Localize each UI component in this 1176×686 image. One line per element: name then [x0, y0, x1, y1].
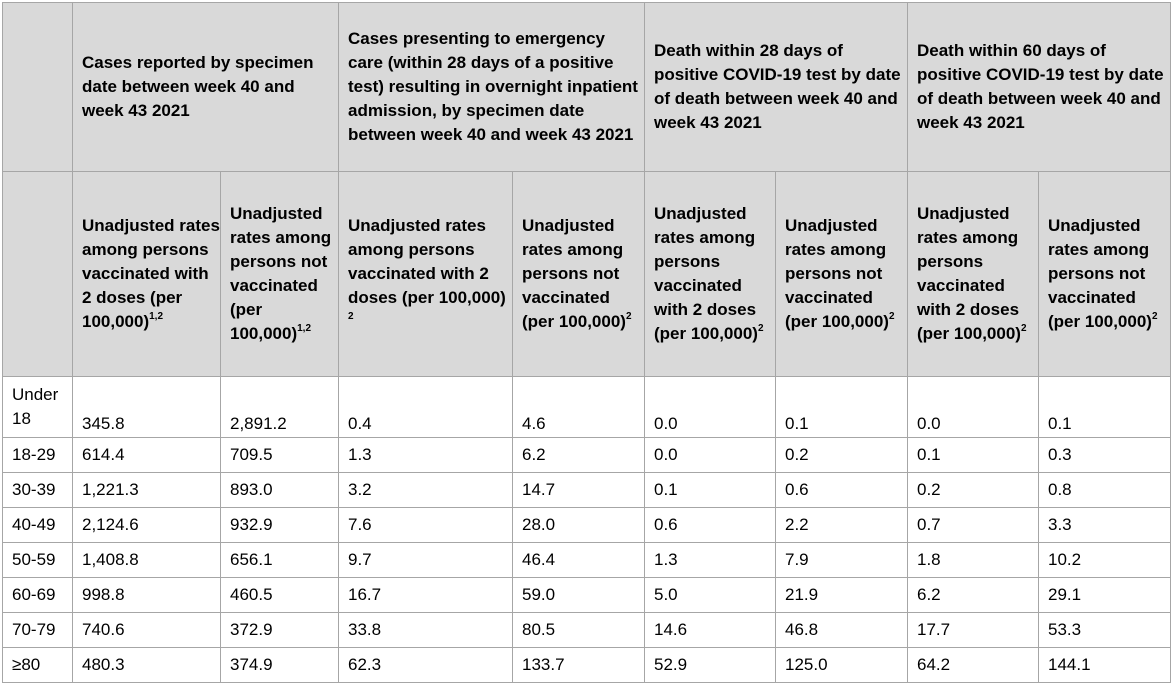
- sub-header: Unadjusted rates among persons vaccinate…: [338, 171, 513, 377]
- rate-cell: 29.1: [1038, 577, 1171, 613]
- rate-cell: 53.3: [1038, 612, 1171, 648]
- table-row: 40-49 2,124.6 932.9 7.6 28.0 0.6 2.2 0.7…: [2, 507, 1171, 543]
- rate-cell: 0.6: [775, 472, 908, 508]
- rate-cell: 480.3: [72, 647, 221, 683]
- rate-cell: 998.8: [72, 577, 221, 613]
- rate-cell: 7.6: [338, 507, 513, 543]
- rate-cell: 0.2: [775, 437, 908, 473]
- rate-cell: 46.8: [775, 612, 908, 648]
- rate-cell: 28.0: [512, 507, 645, 543]
- rate-cell: 64.2: [907, 647, 1039, 683]
- rate-cell: 0.7: [907, 507, 1039, 543]
- rate-cell: 709.5: [220, 437, 339, 473]
- age-group-cell: ≥80: [2, 647, 73, 683]
- age-group-cell: 30-39: [2, 472, 73, 508]
- table-row: 18-29 614.4 709.5 1.3 6.2 0.0 0.2 0.1 0.…: [2, 437, 1171, 473]
- corner-cell-sub: [2, 171, 73, 377]
- rate-cell: 14.7: [512, 472, 645, 508]
- rate-cell: 374.9: [220, 647, 339, 683]
- rate-cell: 33.8: [338, 612, 513, 648]
- sub-header: Unadjusted rates among persons vaccinate…: [72, 171, 221, 377]
- rate-cell: 125.0: [775, 647, 908, 683]
- rate-cell: 1.3: [644, 542, 776, 578]
- rate-cell: 0.8: [1038, 472, 1171, 508]
- rate-cell: 656.1: [220, 542, 339, 578]
- rate-cell: 372.9: [220, 612, 339, 648]
- rate-cell: 1.8: [907, 542, 1039, 578]
- group-header-row: Cases reported by specimen date between …: [2, 2, 1171, 172]
- rate-cell: 144.1: [1038, 647, 1171, 683]
- rate-cell: 5.0: [644, 577, 776, 613]
- rate-cell: 14.6: [644, 612, 776, 648]
- rate-cell: 740.6: [72, 612, 221, 648]
- age-group-cell: 50-59: [2, 542, 73, 578]
- rate-cell: 17.7: [907, 612, 1039, 648]
- age-group-cell: 18-29: [2, 437, 73, 473]
- age-group-cell: 70-79: [2, 612, 73, 648]
- sub-header-row: Unadjusted rates among persons vaccinate…: [2, 171, 1171, 377]
- rate-cell: 6.2: [907, 577, 1039, 613]
- rate-cell: 80.5: [512, 612, 645, 648]
- rate-cell: 3.2: [338, 472, 513, 508]
- corner-cell: [2, 2, 73, 172]
- rate-cell: 21.9: [775, 577, 908, 613]
- age-group-cell: 60-69: [2, 577, 73, 613]
- sub-header: Unadjusted rates among persons not vacci…: [775, 171, 908, 377]
- rate-cell: 10.2: [1038, 542, 1171, 578]
- table-row: Under 18 345.8 2,891.2 0.4 4.6 0.0 0.1 0…: [2, 376, 1171, 438]
- rate-cell: 4.6: [512, 376, 645, 438]
- rate-cell: 0.1: [1038, 376, 1171, 438]
- sub-header: Unadjusted rates among persons not vacci…: [220, 171, 339, 377]
- rate-cell: 0.2: [907, 472, 1039, 508]
- rate-cell: 0.0: [644, 437, 776, 473]
- age-group-cell: 40-49: [2, 507, 73, 543]
- rate-cell: 2.2: [775, 507, 908, 543]
- rate-cell: 1,408.8: [72, 542, 221, 578]
- table-row: 70-79 740.6 372.9 33.8 80.5 14.6 46.8 17…: [2, 612, 1171, 648]
- rate-cell: 133.7: [512, 647, 645, 683]
- rate-cell: 0.1: [775, 376, 908, 438]
- rate-cell: 0.3: [1038, 437, 1171, 473]
- rate-cell: 0.6: [644, 507, 776, 543]
- sub-header: Unadjusted rates among persons vaccinate…: [907, 171, 1039, 377]
- rate-cell: 2,891.2: [220, 376, 339, 438]
- rate-cell: 0.0: [644, 376, 776, 438]
- group-header-admissions: Cases presenting to emergency care (with…: [338, 2, 645, 172]
- sub-header: Unadjusted rates among persons not vacci…: [512, 171, 645, 377]
- rate-cell: 16.7: [338, 577, 513, 613]
- sub-header: Unadjusted rates among persons not vacci…: [1038, 171, 1171, 377]
- rate-cell: 3.3: [1038, 507, 1171, 543]
- rate-cell: 2,124.6: [72, 507, 221, 543]
- group-header-death-60: Death within 60 days of positive COVID-1…: [907, 2, 1171, 172]
- rate-cell: 9.7: [338, 542, 513, 578]
- rate-cell: 614.4: [72, 437, 221, 473]
- rate-cell: 0.0: [907, 376, 1039, 438]
- rate-cell: 0.4: [338, 376, 513, 438]
- group-header-death-28: Death within 28 days of positive COVID-1…: [644, 2, 908, 172]
- rate-cell: 1,221.3: [72, 472, 221, 508]
- rate-cell: 0.1: [644, 472, 776, 508]
- rate-cell: 0.1: [907, 437, 1039, 473]
- rate-cell: 46.4: [512, 542, 645, 578]
- rate-cell: 345.8: [72, 376, 221, 438]
- rate-cell: 7.9: [775, 542, 908, 578]
- rate-cell: 932.9: [220, 507, 339, 543]
- rate-cell: 62.3: [338, 647, 513, 683]
- rate-cell: 52.9: [644, 647, 776, 683]
- group-header-cases: Cases reported by specimen date between …: [72, 2, 339, 172]
- table-row: 50-59 1,408.8 656.1 9.7 46.4 1.3 7.9 1.8…: [2, 542, 1171, 578]
- rate-cell: 6.2: [512, 437, 645, 473]
- rate-cell: 893.0: [220, 472, 339, 508]
- table-row: 30-39 1,221.3 893.0 3.2 14.7 0.1 0.6 0.2…: [2, 472, 1171, 508]
- rate-cell: 460.5: [220, 577, 339, 613]
- rate-cell: 1.3: [338, 437, 513, 473]
- rate-cell: 59.0: [512, 577, 645, 613]
- sub-header: Unadjusted rates among persons vaccinate…: [644, 171, 776, 377]
- age-group-cell: Under 18: [2, 376, 73, 438]
- table-row: 60-69 998.8 460.5 16.7 59.0 5.0 21.9 6.2…: [2, 577, 1171, 613]
- table-row: ≥80 480.3 374.9 62.3 133.7 52.9 125.0 64…: [2, 647, 1171, 683]
